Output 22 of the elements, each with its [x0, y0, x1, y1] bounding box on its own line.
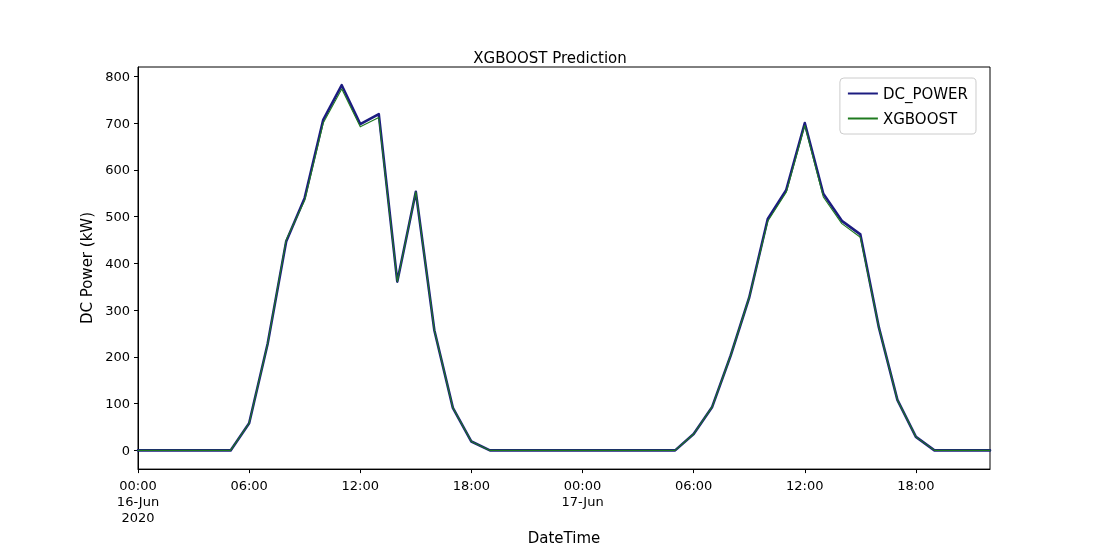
- y-tick-label: 700: [105, 115, 130, 131]
- x-tick-label: 00:00 16-Jun 2020: [116, 477, 160, 525]
- x-tick-label: 18:00: [452, 477, 491, 493]
- y-tick-label: 400: [105, 255, 130, 271]
- y-tick-label: 100: [105, 396, 130, 412]
- x-tick-label: 06:00: [674, 477, 713, 493]
- x-axis-title: DateTime: [527, 528, 601, 547]
- x-tick-label: 12:00: [341, 477, 379, 493]
- y-tick-label: 600: [105, 162, 130, 178]
- y-tick-label: 300: [105, 302, 130, 318]
- x-tick-label: 18:00: [897, 477, 935, 493]
- y-tick-label: 800: [105, 68, 130, 84]
- y-tick-label: 0: [121, 442, 130, 458]
- chart-title: XGBOOST Prediction: [473, 48, 627, 67]
- legend-label: DC_POWER: [882, 84, 968, 104]
- y-axis-title: DC Power (kW): [77, 211, 96, 325]
- x-tick-label: 12:00: [786, 477, 824, 493]
- x-tick-label: 06:00: [230, 477, 268, 493]
- legend-label: XGBOOST: [882, 109, 958, 128]
- y-tick-label: 500: [105, 209, 130, 225]
- y-tick-label: 200: [105, 349, 130, 365]
- x-tick-label: 00:00 17-Jun: [561, 477, 604, 509]
